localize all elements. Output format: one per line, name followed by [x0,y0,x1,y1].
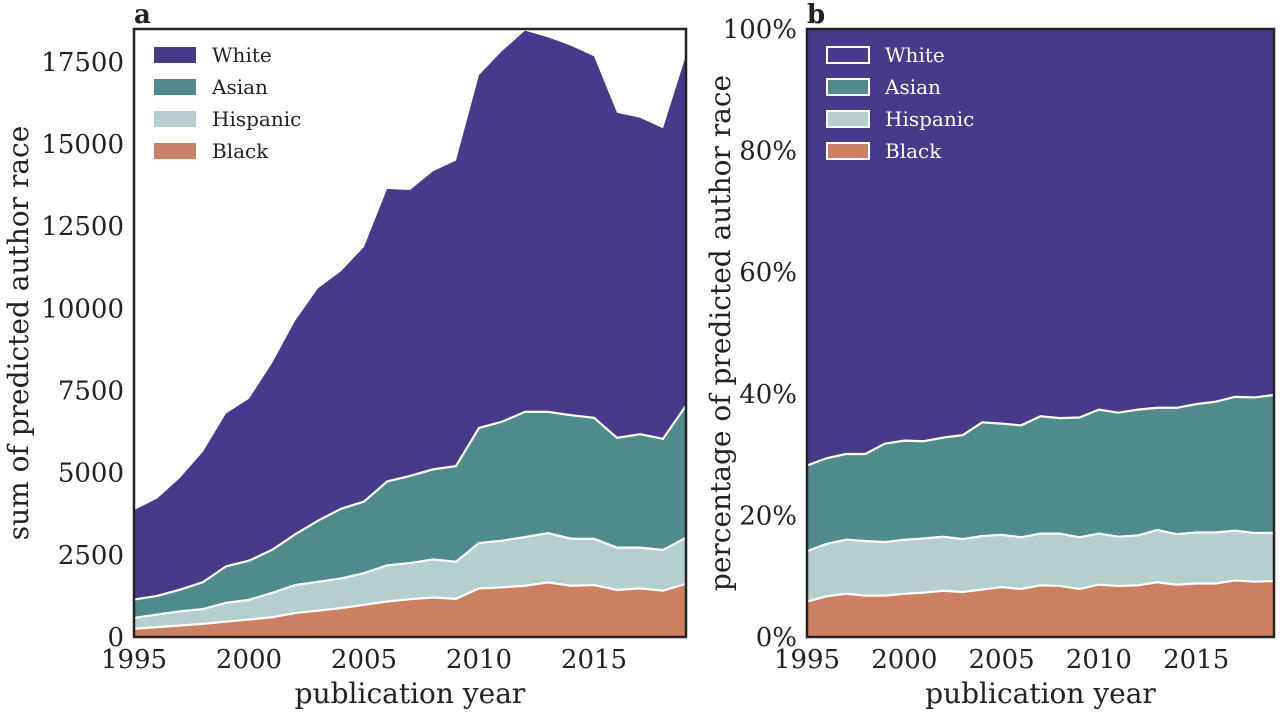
panel-a-y-ticks: 0 2500 5000 7500 10000 12500 15000 17500 [41,48,124,653]
panel-b-y-tick-label: 20% [739,501,797,531]
panel-b-y-tick-label: 80% [739,137,797,167]
panel-b-chart: 0%20%40%60%80%100% 1995 2000 2005 2010 2015 … [704,0,1276,710]
panel-b-y-tick-label: 60% [739,258,797,288]
panel-a-legend: White Asian Hispanic Black [154,43,301,163]
panel-b-y-tick-label: 0% [756,623,797,653]
panel-b-area-asian [807,395,1274,552]
panel-b-x-tick-label: 1995 [774,645,840,675]
panel-a-y-tick-label: 17500 [41,48,124,78]
panel-b-x-axis-title: publication year [925,677,1156,710]
panel-a-x-axis-title: publication year [295,677,526,710]
panel-a-y-tick-label: 2500 [58,541,124,571]
panel-a-legend-label-white: White [212,43,272,67]
panel-a-area-black [134,582,686,637]
panel-b-areas [807,29,1274,637]
panel-b-label: b [807,0,825,30]
panel-a-x-tick-label: 1995 [101,645,167,675]
panel-a-frame [132,27,688,639]
panel-b-legend-swatch-asian [826,78,870,96]
panel-b-x-tick-label: 2005 [968,645,1034,675]
panel-b-area-hispanic [807,529,1274,602]
panel-b-legend-swatch-hispanic [826,110,870,128]
panel-a-x-tick-label: 2015 [561,645,627,675]
panel-a-legend-swatch-hispanic [154,111,196,127]
panel-b-legend: White Asian Hispanic Black [826,43,974,163]
panel-a-boundary-asian [133,405,687,601]
panel-b-y-tick-label: 40% [739,380,797,410]
panel-a-legend-label-hispanic: Hispanic [212,107,301,131]
panel-a-y-tick-label: 5000 [58,459,124,489]
panel-a-boundary-hispanic [133,532,687,620]
panel-b-y-axis-title: percentage of predicted author race [704,75,737,591]
panel-a-area-white [134,30,686,600]
panel-a-y-tick-label: 7500 [58,377,124,407]
panel-b-boundary-asian [806,393,1275,467]
panel-a-y-tick-label: 15000 [41,130,124,160]
panel-a-legend-label-asian: Asian [211,75,268,99]
panel-b-boundary-lines [806,393,1275,603]
panel-a-x-tick-label: 2000 [216,645,282,675]
panel-a-chart: 0 2500 5000 7500 10000 12500 15000 17500 1995 20… [2,0,688,710]
panel-b-y-ticks: 0% 20% 40% 60% 80% 100% [723,15,797,653]
panel-b-legend-swatch-black [826,142,870,160]
panel-b-legend-label-asian: Asian [884,75,941,99]
panel-b-x-tick-label: 2010 [1066,645,1132,675]
panel-a-boundary-lines [133,405,687,630]
panel-b-legend-label-white: White [885,43,945,67]
panel-b-frame [805,27,1276,639]
panel-b-area-white [807,29,1274,466]
panel-b-x-tick-label: 2000 [871,645,937,675]
panel-a-boundary-black [133,581,687,630]
panel-b-x-ticks: 1995 2000 2005 2010 2015 [774,645,1229,675]
panel-a-y-axis-title: sum of predicted author race [2,126,35,541]
panel-b-y-tick-label: 100% [723,15,797,45]
panel-a-legend-swatch-black [154,143,196,159]
panel-a-legend-swatch-white [154,47,196,63]
panel-a-legend-swatch-asian [154,79,196,95]
panel-b-x-tick-label: 2015 [1163,645,1229,675]
panel-a-y-tick-label: 0 [107,623,124,653]
panel-a-y-tick-label: 10000 [41,294,124,324]
panel-b-legend-swatch-white [826,46,870,64]
panel-a-label: a [134,0,151,30]
panel-a-legend-label-black: Black [212,139,269,163]
panel-a-y-tick-label: 12500 [41,212,124,242]
panel-a-area-hispanic [134,533,686,629]
panel-a-x-tick-label: 2010 [446,645,512,675]
panel-a-area-asian [134,405,686,618]
panel-a-x-tick-label: 2005 [331,645,397,675]
panel-b-legend-label-hispanic: Hispanic [885,107,974,131]
panel-b-legend-label-black: Black [885,139,942,163]
panel-a-x-ticks: 1995 2000 2005 2010 2015 [101,645,627,675]
panel-b-boundary-hispanic [806,528,1274,553]
panel-b-area-black [807,580,1274,637]
panel-b-boundary-black [806,579,1275,603]
panel-a-areas [134,30,686,637]
